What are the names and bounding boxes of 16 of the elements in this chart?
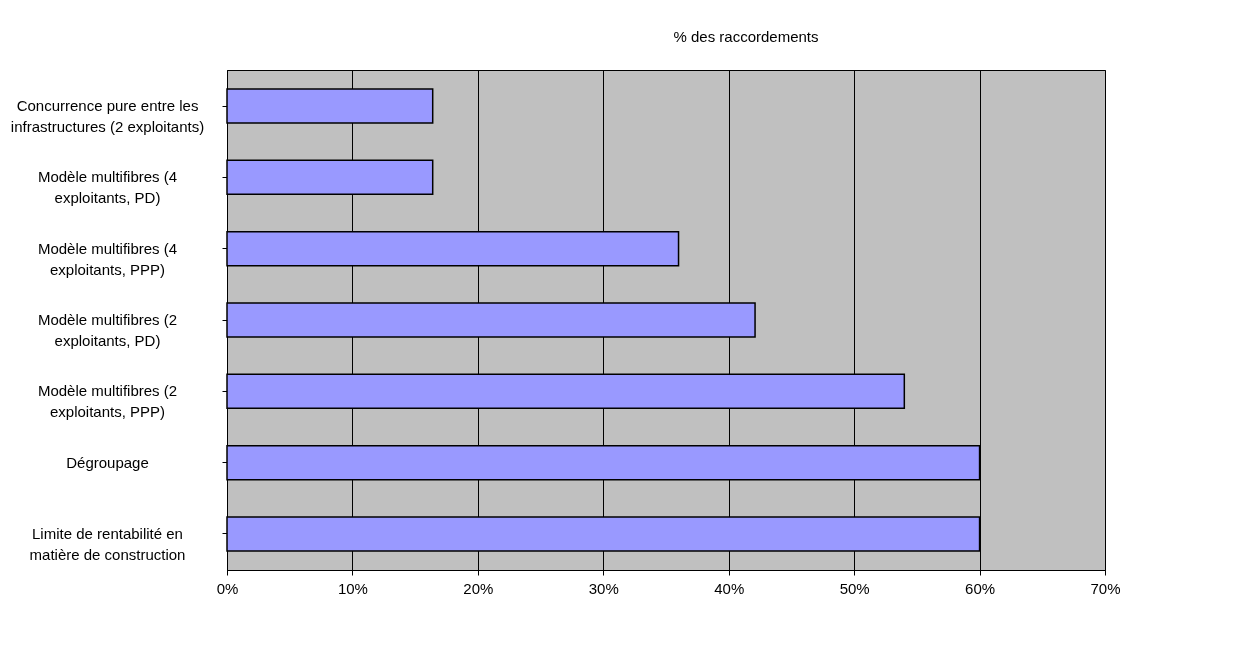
y-tick-label: Modèle multifibres (2 exploitants, PD) — [37, 311, 178, 349]
x-tick-label: 30% — [588, 579, 619, 597]
chart-title: % des raccordements — [673, 28, 819, 45]
y-tick-label: Modèle multifibres (4 exploitants, PPP) — [37, 239, 178, 278]
x-tick-label: 70% — [1090, 579, 1121, 597]
x-tick-label: 10% — [337, 579, 368, 597]
x-tick-label: 20% — [463, 579, 494, 597]
x-tick-label: 50% — [839, 579, 870, 597]
y-tick-label: Concurrence pure entre les infrastructures (2 exploitants) — [10, 97, 205, 136]
x-tick-label: 40% — [714, 579, 745, 597]
y-tick-label: Modèle multifibres (4 exploitants, PD) — [37, 168, 178, 207]
y-tick-label: Limite de rentabilité en matière de construction — [29, 524, 186, 563]
x-tick-label: 0% — [216, 579, 239, 597]
y-tick-label: Dégroupage — [66, 453, 149, 471]
x-tick-label: 60% — [965, 579, 996, 597]
y-tick-label: Modèle multifibres (2 exploitants, PPP) — [37, 382, 178, 421]
